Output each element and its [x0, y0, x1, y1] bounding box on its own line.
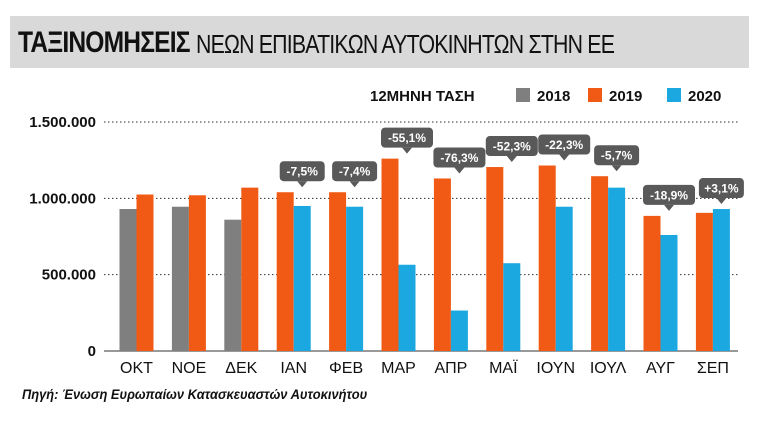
bar-2020-ΙΑΝ	[293, 205, 311, 351]
bar-2019-ΑΥΓ	[643, 215, 661, 351]
x-tick-label: ΑΠΡ	[434, 360, 467, 377]
bar-2019-ΦΕΒ	[329, 192, 347, 351]
bar-2019-ΙΑΝ	[276, 192, 294, 351]
annotation-badge	[279, 161, 325, 182]
legend-swatch-2020	[667, 88, 681, 102]
legend-title: 12ΜΗΝΗ ΤΑΣΗ	[370, 88, 475, 105]
annotation-badge	[538, 134, 591, 155]
y-tick-label: 1.500.000	[29, 114, 96, 131]
legend-label-2020: 2020	[688, 88, 721, 105]
bar-2018-ΟΚΤ	[119, 209, 137, 351]
x-tick-label: ΑΥΓ	[646, 360, 675, 377]
annotation-pointer	[611, 165, 622, 172]
annotation-label: -52,3%	[493, 140, 531, 154]
bar-2018-ΔΕΚ	[224, 219, 242, 351]
x-tick-label: ΣΕΠ	[697, 360, 729, 377]
x-tick-label: ΔΕΚ	[225, 360, 257, 377]
bar-2019-ΟΚΤ	[136, 194, 154, 351]
annotation-badge	[698, 178, 744, 199]
legend-swatch-2019	[588, 88, 602, 102]
x-tick-label: ΝΟΕ	[172, 360, 207, 377]
annotation-badge	[594, 145, 640, 166]
annotation-label: -55,1%	[388, 131, 426, 145]
title-rest: ΝΕΩΝ ΕΠΙΒΑΤΙΚΩΝ ΑΥΤΟΚΙΝΗΤΩΝ ΣΤΗΝ ΕΕ	[196, 29, 615, 59]
x-tick-label: ΦΕΒ	[329, 360, 363, 377]
bar-2020-ΙΟΥΝ	[555, 206, 573, 351]
x-tick-label: ΜΑΪ	[489, 359, 518, 377]
annotation-pointer	[349, 181, 360, 188]
annotation-pointer	[716, 198, 727, 205]
annotation-pointer	[506, 156, 517, 163]
annotation-pointer	[454, 167, 465, 174]
x-tick-label: ΙΑΝ	[280, 360, 307, 377]
header-bar	[10, 16, 749, 68]
annotation-pointer	[559, 154, 570, 161]
source-note: Πηγή: Ένωση Ευρωπαίων Κατασκευαστών Αυτο…	[22, 386, 368, 402]
bar-2020-ΣΕΠ	[712, 209, 730, 351]
annotation-label: -18,9%	[650, 188, 688, 202]
bar-2018-ΝΟΕ	[171, 206, 189, 351]
bar-2020-ΜΑΡ	[398, 264, 416, 351]
bar-2020-ΙΟΥΛ	[608, 187, 626, 351]
bar-2019-ΣΕΠ	[695, 212, 713, 351]
title-main: ΤΑΞΙΝΟΜΗΣΕΙΣ	[18, 26, 191, 59]
annotation-badge	[332, 161, 378, 182]
x-tick-label: ΜΑΡ	[381, 360, 416, 377]
bar-2019-ΙΟΥΝ	[538, 165, 556, 351]
bar-2019-ΑΠΡ	[433, 178, 451, 351]
annotation-label: -7,5%	[287, 165, 319, 179]
bar-2020-ΑΥΓ	[660, 234, 678, 351]
x-tick-label: ΙΟΥΝ	[536, 360, 575, 377]
annotation-label: -5,7%	[601, 149, 633, 163]
annotation-badge	[643, 184, 695, 205]
annotation-pointer	[402, 147, 412, 154]
bar-2019-ΜΑΪ	[486, 167, 504, 351]
bar-2019-ΙΟΥΛ	[591, 176, 609, 351]
legend-swatch-2018	[516, 88, 530, 102]
bar-2019-ΔΕΚ	[241, 187, 259, 351]
annotation-label: -76,3%	[440, 151, 478, 165]
annotation-badge	[433, 147, 486, 168]
annotation-pointer	[297, 181, 308, 188]
annotation-label: -7,4%	[339, 165, 371, 179]
y-tick-label: 1.000.000	[29, 190, 96, 207]
y-tick-label: 0	[88, 343, 96, 360]
bar-2020-ΜΑΪ	[503, 263, 521, 351]
bar-2019-ΝΟΕ	[188, 195, 206, 351]
x-tick-label: ΙΟΥΛ	[590, 360, 627, 377]
y-tick-label: 500.000	[42, 267, 96, 284]
annotation-pointer	[664, 204, 674, 211]
bar-2020-ΦΕΒ	[346, 206, 364, 351]
x-tick-label: ΟΚΤ	[120, 360, 153, 377]
annotation-badge	[485, 136, 538, 157]
annotation-badge	[381, 127, 433, 148]
bar-2019-ΜΑΡ	[381, 158, 399, 351]
bar-2020-ΑΠΡ	[450, 310, 468, 351]
chart-title: ΤΑΞΙΝΟΜΗΣΕΙΣ ΝΕΩΝ ΕΠΙΒΑΤΙΚΩΝ ΑΥΤΟΚΙΝΗΤΩΝ…	[18, 26, 615, 66]
legend-label-2018: 2018	[537, 88, 570, 105]
annotation-label: +3,1%	[704, 182, 739, 196]
legend-label-2019: 2019	[609, 88, 642, 105]
annotation-label: -22,3%	[545, 138, 583, 152]
